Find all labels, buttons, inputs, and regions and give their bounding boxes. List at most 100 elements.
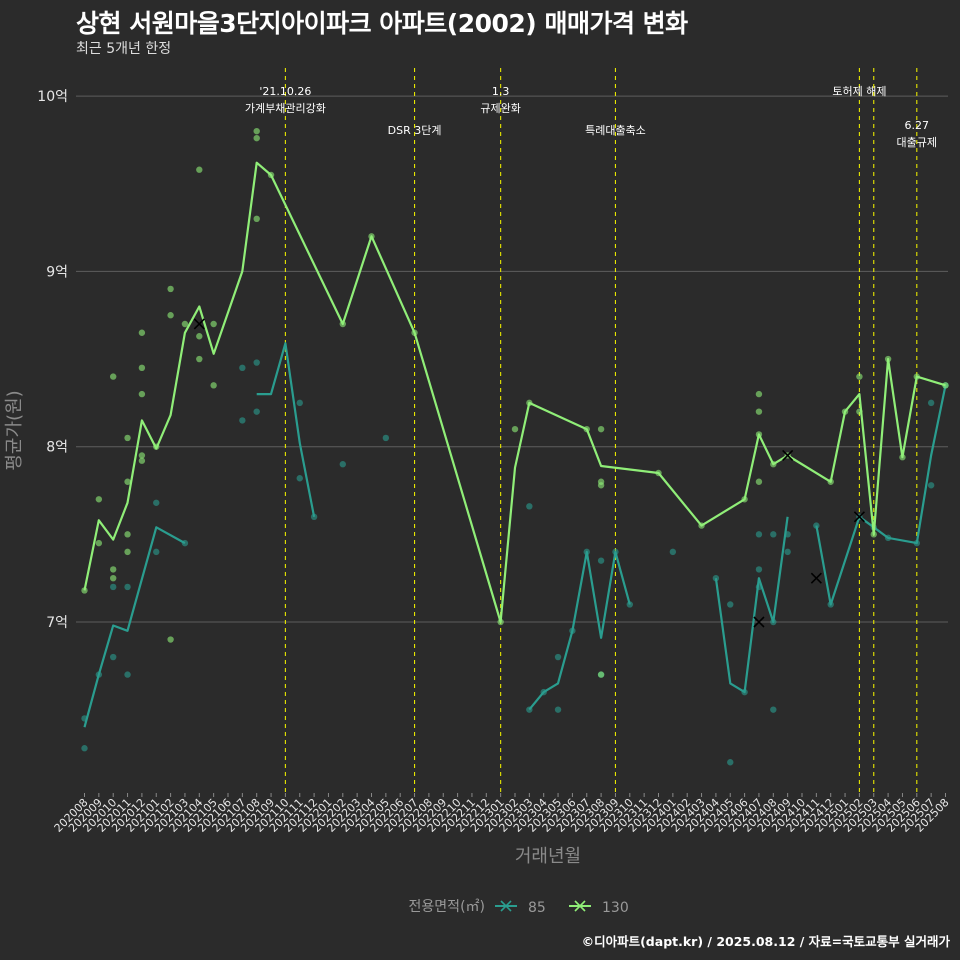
legend-title: 전용면적(㎡)	[409, 899, 485, 915]
event-annotation: 1.3	[492, 85, 510, 98]
chart-title: 상현 서원마을3단지아이파크 아파트(2002) 매매가격 변화	[76, 9, 688, 38]
legend-label-130: 130	[602, 900, 629, 916]
data-point-85	[296, 399, 303, 407]
data-point-130	[110, 566, 117, 573]
data-point-85	[339, 461, 346, 468]
data-point-85	[770, 706, 777, 713]
event-annotation: 규제완화	[480, 102, 520, 115]
chart-subtitle: 최근 5개년 한정	[76, 41, 172, 57]
data-point-85	[554, 653, 562, 661]
data-point-85	[526, 503, 533, 510]
data-point-130	[95, 539, 103, 547]
cross-marker-85	[853, 511, 865, 523]
cross-marker-85	[753, 616, 765, 628]
data-point-130	[138, 457, 146, 464]
data-point-130	[755, 408, 763, 415]
data-point-130	[167, 636, 174, 643]
data-point-85	[239, 364, 246, 372]
data-point-85	[597, 557, 605, 564]
data-point-130	[856, 373, 863, 380]
data-point-85	[813, 522, 820, 529]
data-point-130	[253, 127, 260, 135]
data-point-130	[167, 312, 174, 319]
series-line-85	[256, 342, 316, 518]
event-annotation: 특례대출축소	[585, 124, 646, 137]
data-point-130	[124, 548, 131, 556]
data-point-130	[755, 478, 763, 485]
data-point-130	[253, 134, 260, 142]
event-annotation: DSR 3단계	[388, 124, 442, 137]
legend-swatch-cross-85	[500, 900, 512, 912]
y-tick-label: 10억	[37, 89, 68, 105]
data-point-85	[382, 434, 390, 442]
y-tick-label: 9억	[46, 264, 68, 280]
data-point-85	[755, 566, 763, 573]
cross-marker-130	[193, 318, 205, 330]
data-point-130	[138, 452, 146, 459]
data-point-85	[110, 653, 117, 661]
y-tick-labels: 7억 8억 9억 10억	[37, 89, 68, 631]
legend-label-85: 85	[528, 900, 546, 916]
data-point-85	[253, 359, 260, 366]
data-point-85	[554, 706, 562, 713]
cross-marker-85	[810, 572, 822, 584]
x-tick-labels: 2020082020092020102020112020122021012021…	[52, 793, 952, 835]
data-point-85	[296, 475, 303, 482]
source-caption: ©디아파트(dapt.kr) / 2025.08.12 / 자료=국토교통부 실…	[581, 934, 950, 949]
data-point-130	[597, 425, 605, 433]
data-point-85	[727, 601, 734, 608]
data-point-85	[124, 583, 131, 591]
grid-layer	[76, 95, 948, 623]
data-point-130	[138, 329, 146, 336]
y-tick-label: 8억	[46, 440, 68, 456]
data-point-130	[110, 574, 117, 582]
legend-swatch-cross-130	[574, 900, 586, 912]
data-point-85	[755, 531, 763, 538]
data-point-85	[927, 399, 935, 407]
data-point-130	[138, 364, 146, 372]
event-annotation: '21.10.26	[259, 85, 311, 98]
data-point-130	[167, 285, 174, 293]
series-line-85	[815, 385, 947, 606]
event-annotation: 대출규제	[897, 136, 937, 149]
data-point-130	[196, 333, 203, 340]
data-point-85	[727, 759, 734, 766]
data-point-130	[124, 531, 131, 538]
data-point-85	[669, 548, 677, 556]
data-point-130	[597, 671, 605, 678]
data-point-130	[253, 215, 260, 223]
data-point-85	[153, 499, 160, 506]
data-point-130	[110, 373, 117, 380]
data-point-85	[239, 417, 246, 424]
data-point-130	[95, 496, 103, 503]
event-annotation: 6.27	[905, 119, 930, 132]
data-point-85	[253, 408, 260, 415]
data-point-85	[784, 548, 791, 556]
data-point-85	[712, 574, 720, 582]
x-axis-title: 거래년월	[515, 846, 581, 867]
series-line-85	[83, 526, 186, 728]
series-layer	[81, 127, 949, 766]
data-point-130	[196, 355, 203, 363]
data-point-130	[181, 320, 189, 328]
y-tick-label: 7억	[46, 615, 68, 631]
data-point-85	[124, 671, 131, 678]
series-line-85	[714, 516, 789, 694]
data-point-85	[110, 583, 117, 591]
data-point-85	[310, 513, 318, 521]
data-point-85	[927, 482, 935, 489]
data-point-130	[597, 482, 605, 489]
data-point-130	[138, 390, 146, 398]
event-annotation: 가계부채관리강화	[245, 102, 326, 115]
data-point-130	[755, 390, 763, 398]
y-axis-title: 평균가(원)	[4, 390, 25, 470]
data-point-130	[210, 382, 217, 389]
data-point-85	[770, 531, 777, 538]
data-point-130	[81, 587, 88, 594]
data-point-130	[210, 320, 217, 328]
series-line-130	[83, 161, 946, 624]
data-point-85	[153, 548, 160, 556]
event-annotation: 토허제 해제	[832, 84, 886, 98]
